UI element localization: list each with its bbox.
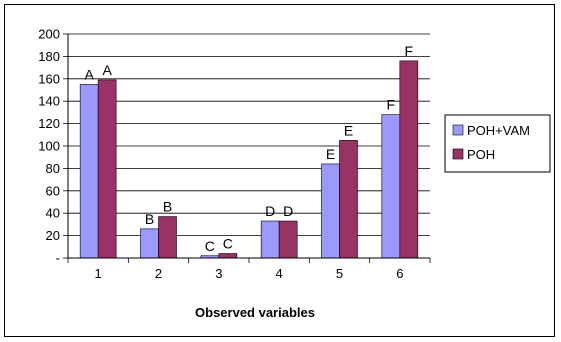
legend-swatch-poh: [452, 148, 464, 160]
bars: [79, 60, 419, 259]
y-tick-label: 100: [38, 139, 60, 154]
bar-poh-vam-4: [260, 220, 280, 259]
bar-poh-1: [97, 79, 117, 259]
y-tick-label: 200: [38, 27, 60, 42]
y-tick-label: 60: [46, 183, 60, 198]
y-tick-label: 80: [46, 161, 60, 176]
legend-label-poh-vam: POH+VAM: [467, 123, 530, 138]
bar-label-poh-6: F: [405, 43, 414, 59]
bar-label-poh-vam-3: C: [205, 238, 215, 254]
gridlines: [68, 33, 430, 237]
bar-label-poh-5: E: [344, 122, 353, 138]
bar-poh-2: [158, 216, 177, 259]
bar-label-poh-1: A: [102, 62, 112, 78]
y-tick-label: -: [56, 251, 60, 266]
bar-poh-vam-5: [321, 163, 340, 259]
bar-labels: A A BB C C D D EE F F: [84, 43, 413, 254]
y-tick-label: 140: [38, 94, 60, 109]
legend-swatch-poh-vam: [452, 124, 464, 136]
bar-poh-6: [399, 60, 419, 259]
x-tick-label: 1: [95, 266, 102, 281]
bar-poh-vam-1: [79, 84, 99, 259]
bar-poh-4: [278, 220, 298, 259]
bar-poh-vam-2: [140, 228, 159, 259]
bar-label-poh-vam-5: E: [326, 146, 335, 162]
x-tick-label: 4: [276, 266, 283, 281]
x-tick-label: 2: [155, 266, 162, 281]
y-tick-label: 20: [46, 228, 60, 243]
y-tick-label: 120: [38, 116, 60, 131]
x-axis-title: Observed variables: [195, 305, 315, 320]
legend-box: [444, 114, 551, 173]
y-tick-label: 160: [38, 71, 60, 86]
axes: - 20 40 60 80 100 120 140 160 180 200 1 2 3 4 5 6: [38, 27, 431, 281]
bar-poh-vam-6: [381, 114, 401, 259]
bar-label-poh-vam-1: A: [84, 66, 94, 82]
bar-label-poh-2: B: [163, 199, 172, 215]
bar-label-poh-vam-4: D: [265, 203, 275, 219]
y-tick-label: 180: [38, 49, 60, 64]
bar-label-poh-vam-2: B: [145, 211, 154, 227]
bar-poh-3: [218, 253, 238, 259]
legend: POH+VAM POH: [444, 114, 551, 173]
bar-label-poh-4: D: [283, 203, 293, 219]
bar-poh-5: [339, 140, 358, 259]
x-tick-label: 5: [336, 266, 343, 281]
legend-label-poh: POH: [467, 147, 495, 162]
x-tick-label: 3: [215, 266, 222, 281]
x-tick-label: 6: [396, 266, 403, 281]
y-tick-label: 40: [46, 206, 60, 221]
bar-label-poh-3: C: [223, 236, 233, 252]
bar-label-poh-vam-6: F: [387, 97, 396, 113]
